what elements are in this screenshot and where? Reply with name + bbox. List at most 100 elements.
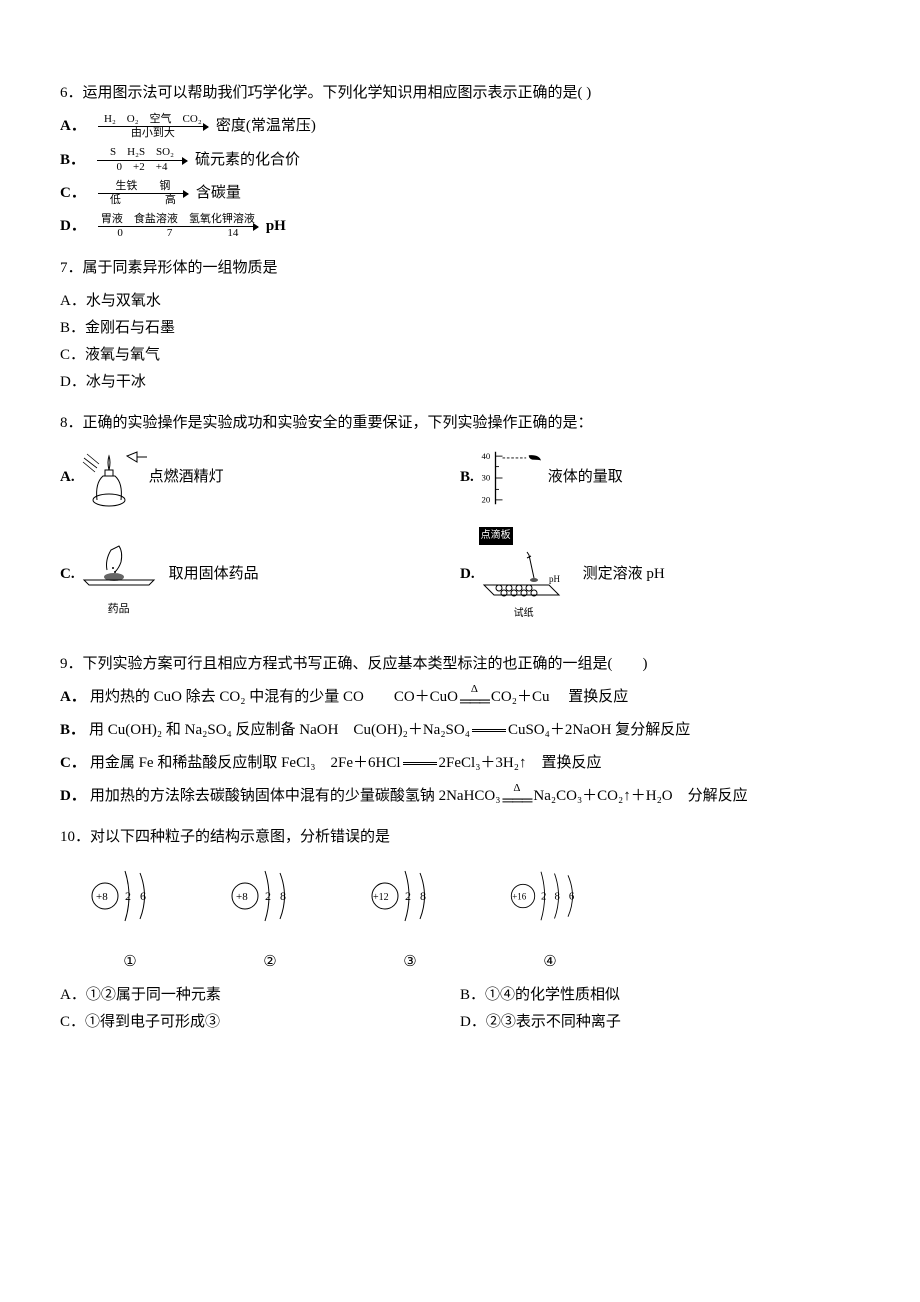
q6-opt-c: C． 生铁 钢 低 高 含碳量 <box>60 180 860 207</box>
svg-text:40: 40 <box>481 450 490 460</box>
q10-opt-a: A．①②属于同一种元素 <box>60 982 460 1009</box>
delta-equals-icon: Δ═══ <box>503 783 532 809</box>
q9-opt-d: D． 用加热的方法除去碳酸钠固体中混有的少量碳酸氢钠 2NaHCO₃ Δ═══ … <box>60 783 860 810</box>
opt-text: 取用固体药品 <box>169 561 259 588</box>
arrow-bottom: 由小到大 <box>98 127 208 140</box>
top-label: 点滴板 <box>479 527 513 545</box>
opt-label: D. <box>460 561 475 588</box>
svg-text:2: 2 <box>405 889 411 903</box>
powder-scoop-icon <box>79 530 159 600</box>
svg-text:+16: +16 <box>512 891 527 901</box>
equals-icon <box>472 729 506 732</box>
svg-text:+8: +8 <box>236 891 248 903</box>
q7-opt-d: D．冰与干冰 <box>60 369 860 396</box>
atom-4: +16 2 8 6 ④ <box>500 861 600 976</box>
arrow-bottom: 低 高 <box>98 194 188 207</box>
eq-pre: 用灼热的 CuO 除去 CO₂ 中混有的少量 CO CO＋CuO <box>90 684 458 711</box>
q6-opt-a: A． H₂ O₂ 空气 CO₂ 由小到大 密度(常温常压) <box>60 113 860 140</box>
atom-1: +8 2 6 ① <box>80 861 180 976</box>
q10-opt-c: C．①得到电子可形成③ <box>60 1009 460 1036</box>
svg-text:6: 6 <box>140 889 146 903</box>
arrow-bottom: 0 +2 +4 <box>97 161 187 174</box>
svg-text:+12: +12 <box>373 892 389 903</box>
atom-diagrams: +8 2 6 ① +8 2 8 ② +12 <box>80 861 860 976</box>
q8-opt-b: B. 40 30 20 液体的量取 <box>460 443 860 513</box>
sub-label: 药品 <box>108 600 130 620</box>
opt-after: pH <box>266 213 286 240</box>
svg-text:8: 8 <box>420 889 426 903</box>
arrow-top: 生铁 钢 <box>98 180 188 193</box>
atom-label: ② <box>263 949 276 976</box>
opt-text: 测定溶液 pH <box>583 561 665 588</box>
eq-pre: 用加热的方法除去碳酸钠固体中混有的少量碳酸氢钠 2NaHCO₃ <box>90 783 501 810</box>
opt-text: 液体的量取 <box>548 464 623 491</box>
eq-post: CuSO₄＋2NaOH 复分解反应 <box>508 717 690 744</box>
question-8: 8．正确的实验操作是实验成功和实验安全的重要保证，下列实验操作正确的是： A. … <box>60 410 860 637</box>
eq-post: CO₂＋Cu 置换反应 <box>491 684 628 711</box>
arrow-icon <box>98 226 258 227</box>
ph-plate-icon: pH <box>479 545 569 605</box>
bottom-label: 试纸 <box>514 605 534 623</box>
delta-equals-icon: Δ═══ <box>460 684 489 710</box>
eq-pre: 用金属 Fe 和稀盐酸反应制取 FeCl₃ 2Fe＋6HCl <box>90 750 401 777</box>
svg-text:30: 30 <box>481 472 490 482</box>
svg-text:6: 6 <box>569 890 575 902</box>
opt-label: D． <box>60 213 86 240</box>
opt-label: B． <box>60 147 85 174</box>
svg-text:2: 2 <box>125 889 131 903</box>
q8-opt-d: D. 点滴板 pH 试纸 测定 <box>460 527 860 623</box>
q6-opt-d: D． 胃液 食盐溶液 氢氧化钾溶液 0 7 14 pH <box>60 213 860 240</box>
alcohol-lamp-icon <box>79 448 149 508</box>
opt-label: C. <box>60 561 75 588</box>
svg-text:2: 2 <box>541 890 546 902</box>
arrow-bottom: 0 7 14 <box>98 227 258 240</box>
question-9: 9．下列实验方案可行且相应方程式书写正确、反应基本类型标注的也正确的一组是( )… <box>60 651 860 810</box>
opt-label: A. <box>60 464 75 491</box>
arrow-icon <box>98 126 208 127</box>
svg-text:8: 8 <box>280 889 286 903</box>
q10-opt-b: B．①④的化学性质相似 <box>460 982 860 1009</box>
atom-3: +12 2 8 ③ <box>360 861 460 976</box>
arrow-icon <box>97 160 187 161</box>
atom-label: ③ <box>403 949 416 976</box>
opt-label: A． <box>60 684 86 711</box>
eq-post: Na₂CO₃＋CO₂↑＋H₂O 分解反应 <box>533 783 747 810</box>
atom-structure-icon: +12 2 8 <box>365 861 455 931</box>
question-10: 10．对以下四种粒子的结构示意图，分析错误的是 +8 2 6 ① +8 2 8 <box>60 824 860 1036</box>
q10-opt-d: D．②③表示不同种离子 <box>460 1009 860 1036</box>
opt-label: C． <box>60 180 86 207</box>
q8-opt-a: A. 点燃酒精灯 <box>60 443 460 513</box>
svg-text:pH: pH <box>549 574 561 584</box>
q10-stem: 10．对以下四种粒子的结构示意图，分析错误的是 <box>60 824 860 851</box>
q6-stem: 6．运用图示法可以帮助我们巧学化学。下列化学知识用相应图示表示正确的是( ) <box>60 80 860 107</box>
arrow-top: 胃液 食盐溶液 氢氧化钾溶液 <box>98 213 258 226</box>
q9-stem: 9．下列实验方案可行且相应方程式书写正确、反应基本类型标注的也正确的一组是( ) <box>60 651 860 678</box>
opt-label: B. <box>460 464 474 491</box>
eq-pre: 用 Cu(OH)₂ 和 Na₂SO₄ 反应制备 NaOH Cu(OH)₂＋Na₂… <box>89 717 470 744</box>
q9-opt-a: A． 用灼热的 CuO 除去 CO₂ 中混有的少量 CO CO＋CuO Δ═══… <box>60 684 860 711</box>
svg-text:+8: +8 <box>96 891 108 903</box>
atom-label: ① <box>123 949 136 976</box>
q7-opt-b: B．金刚石与石墨 <box>60 315 860 342</box>
svg-text:20: 20 <box>481 494 490 504</box>
arrow-top: H₂ O₂ 空气 CO₂ <box>98 113 208 126</box>
atom-structure-icon: +16 2 8 6 <box>505 861 595 931</box>
opt-after: 密度(常温常压) <box>216 113 316 140</box>
opt-text: 点燃酒精灯 <box>149 464 224 491</box>
q8-opt-c: C. 药品 取用固体药品 <box>60 527 460 623</box>
atom-structure-icon: +8 2 6 <box>85 861 175 931</box>
q8-stem: 8．正确的实验操作是实验成功和实验安全的重要保证，下列实验操作正确的是： <box>60 410 860 437</box>
equals-icon <box>403 762 437 765</box>
graduated-cylinder-icon: 40 30 20 <box>478 443 548 513</box>
arrow-icon <box>98 193 188 194</box>
q7-stem: 7．属于同素异形体的一组物质是 <box>60 255 860 282</box>
q9-opt-c: C． 用金属 Fe 和稀盐酸反应制取 FeCl₃ 2Fe＋6HCl 2FeCl₃… <box>60 750 860 777</box>
opt-after: 硫元素的化合价 <box>195 147 300 174</box>
eq-post: 2FeCl₃＋3H₂↑ 置换反应 <box>439 750 602 777</box>
q7-opt-c: C．液氧与氧气 <box>60 342 860 369</box>
q7-opt-a: A．水与双氧水 <box>60 288 860 315</box>
question-6: 6．运用图示法可以帮助我们巧学化学。下列化学知识用相应图示表示正确的是( ) A… <box>60 80 860 241</box>
svg-text:2: 2 <box>265 889 271 903</box>
question-7: 7．属于同素异形体的一组物质是 A．水与双氧水 B．金刚石与石墨 C．液氧与氧气… <box>60 255 860 396</box>
atom-structure-icon: +8 2 8 <box>225 861 315 931</box>
